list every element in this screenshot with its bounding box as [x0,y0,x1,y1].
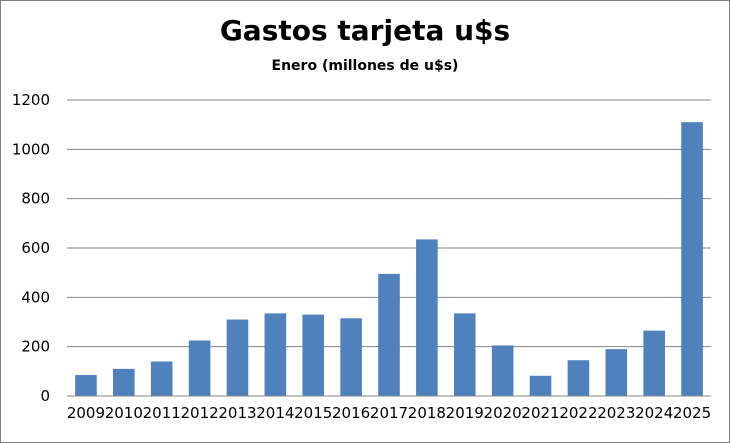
gridlines [67,99,711,348]
x-tick-label: 2018 [408,404,446,422]
y-tick-label: 200 [21,338,50,356]
x-tick-label: 2022 [559,404,597,422]
x-tick-label: 2016 [332,404,370,422]
x-tick-label: 2023 [597,404,635,422]
bar-2010 [113,368,135,396]
x-tick-label: 2013 [218,404,256,422]
bar-2018 [416,239,438,396]
bar-2022 [567,360,590,396]
x-tick-label: 2010 [105,404,143,422]
bar-2019 [453,313,476,396]
bar-2011 [150,361,173,396]
bar-2021 [529,375,552,396]
bar-2016 [340,318,362,396]
chart-subtitle: Enero (millones de u$s) [271,58,459,74]
bars [75,122,703,396]
x-tick-label: 2011 [143,404,181,422]
chart-title: Gastos tarjeta u$s [219,14,511,47]
y-tick-label: 1200 [12,91,50,109]
bar-2020 [491,345,514,396]
y-axis-labels: 0 200 400 600 800 1000 1200 [12,91,50,405]
x-tick-label: 2012 [180,404,218,422]
x-tick-label: 2017 [370,404,408,422]
bar-2024 [643,330,665,396]
bar-2015 [302,314,325,396]
bar-2009 [75,375,97,396]
x-tick-label: 2025 [673,404,711,422]
x-axis-labels: 2009 2010 2011 2012 2013 2014 2015 2016 2017 2018… [67,404,711,422]
x-tick-label: 2021 [521,404,559,422]
bar-2013 [226,319,249,396]
bar-2017 [378,273,400,396]
x-tick-label: 2015 [294,404,332,422]
y-tick-label: 1000 [12,140,50,158]
y-tick-label: 0 [40,387,50,405]
x-tick-label: 2009 [67,404,105,422]
y-tick-label: 400 [21,288,50,306]
x-tick-label: 2014 [256,404,294,422]
bar-2025 [681,122,703,396]
y-tick-label: 600 [21,239,50,257]
bar-2014 [264,313,287,396]
y-tick-label: 800 [21,190,50,208]
x-tick-label: 2019 [446,404,484,422]
x-tick-label: 2020 [484,404,522,422]
bar-2023 [605,349,628,396]
bar-2012 [188,340,211,396]
x-tick-label: 2024 [635,404,673,422]
